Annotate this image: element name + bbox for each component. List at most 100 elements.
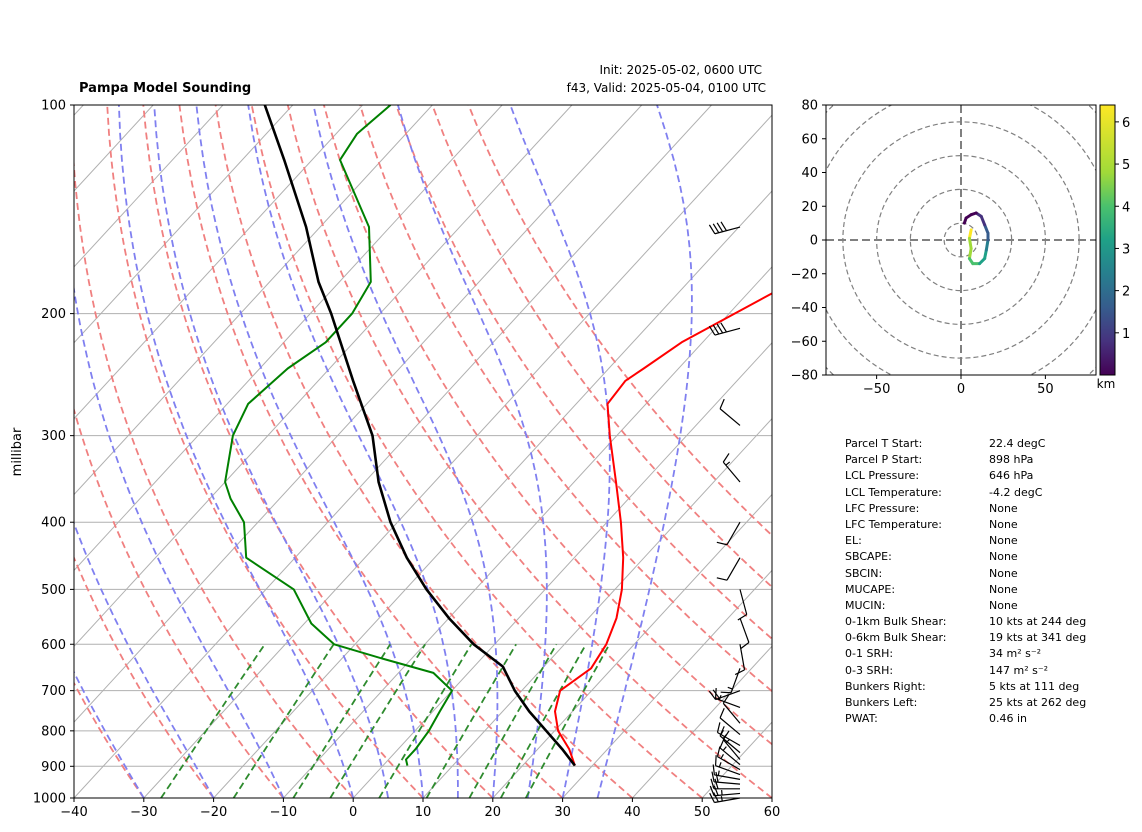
hodograph-y-tick-label: 40: [801, 166, 818, 181]
barb-feather: [713, 785, 719, 796]
parameter-table: Parcel T Start: 22.4 degC Parcel P Start: 8…: [845, 437, 1125, 728]
isotherm-line: [632, 645, 772, 798]
isotherm-line: [74, 105, 363, 420]
parameter-row: 0-1 SRH: 34 m² s⁻²: [845, 647, 1125, 663]
parameter-row: EL: None: [845, 534, 1125, 550]
isotherm-line: [562, 569, 772, 798]
temperature-trace: [554, 292, 772, 766]
barb-feather: [740, 642, 750, 650]
parameter-value: 34 m² s⁻²: [989, 647, 1042, 661]
moist-adiabat: [397, 105, 548, 798]
skewt-traces: [224, 105, 772, 767]
barb-feather: [720, 322, 727, 333]
moist-adiabat: [118, 105, 355, 798]
moist-adiabat: [74, 284, 285, 798]
y-tick-label: 500: [41, 583, 66, 598]
parameter-row: Bunkers Left: 25 kts at 262 deg: [845, 696, 1125, 712]
y-tick-label: 600: [41, 638, 66, 653]
barb-feather: [708, 224, 716, 235]
wind-barb: [710, 778, 740, 790]
x-tick-label: 60: [764, 805, 781, 820]
wind-barb: [716, 521, 741, 546]
x-tick-label: 40: [624, 805, 641, 820]
x-tick-label: 50: [694, 805, 711, 820]
wind-barb: [709, 785, 741, 797]
hodograph-y-tick-label: −60: [791, 335, 818, 350]
wind-barb: [716, 746, 741, 771]
parameter-row: MUCIN: None: [845, 599, 1125, 615]
barb-shaft: [726, 521, 741, 546]
mixing-ratio-line: [425, 643, 517, 798]
wind-barb: [739, 617, 750, 650]
parameter-label: Parcel P Start:: [845, 453, 923, 467]
wind-barb: [737, 589, 748, 621]
barb-feather: [708, 690, 717, 700]
dry-adiabat: [142, 105, 494, 798]
parcel-profile-trace: [263, 105, 576, 767]
barb-half-feather: [717, 770, 720, 776]
moist-adiabat: [247, 105, 459, 798]
barb-feather: [716, 577, 728, 581]
parameter-row: Parcel T Start: 22.4 degC: [845, 437, 1125, 453]
x-tick-label: −20: [200, 805, 227, 820]
height-colorbar: [1099, 104, 1116, 376]
y-tick-label: 900: [41, 760, 66, 775]
moist-adiabat: [509, 105, 611, 798]
hodograph-ticks: −50 0 50 80 60 40 20 0 −20 −40 −60 −80: [791, 99, 1054, 398]
wind-barb: [712, 764, 741, 780]
wind-barb: [708, 221, 741, 235]
parameter-row: MUCAPE: None: [845, 583, 1125, 599]
parameter-label: 0-6km Bulk Shear:: [845, 631, 947, 645]
colorbar-label: km: [1097, 377, 1116, 391]
dry-adiabat: [286, 105, 772, 798]
parameter-row: SBCIN: None: [845, 567, 1125, 583]
parameter-row: LCL Temperature: -4.2 degC: [845, 486, 1125, 502]
colorbar-tick-label: 3: [1122, 242, 1130, 257]
isotherm-line: [74, 105, 573, 647]
parameter-value: 0.46 in: [989, 712, 1028, 726]
parameter-value: 25 kts at 262 deg: [989, 696, 1087, 709]
barb-half-feather: [720, 729, 724, 735]
parameter-row: LCL Pressure: 646 hPa: [845, 469, 1125, 485]
x-tick-label: 0: [349, 805, 357, 820]
y-tick-label: 400: [41, 516, 66, 531]
hodograph-y-tick-label: −20: [791, 267, 818, 282]
parameter-row: PWAT: 0.46 in: [845, 712, 1125, 728]
mixing-ratio-line: [329, 643, 426, 798]
parameter-value: None: [989, 534, 1018, 548]
parameter-label: LFC Temperature:: [845, 517, 943, 531]
barb-feather: [708, 325, 716, 336]
hodograph-trace: [962, 211, 990, 266]
barb-feather: [710, 778, 715, 790]
colorbar-tick-label: 5: [1122, 158, 1130, 173]
x-axis-ticks: −40 −30 −20 −10 0 10 20 30 40 50 60: [60, 798, 780, 820]
mixing-ratio-line: [160, 643, 266, 798]
hodograph-segment: [979, 214, 987, 227]
barb-shaft: [726, 557, 741, 581]
barb-shaft: [715, 697, 741, 708]
y-tick-label: 100: [41, 99, 66, 114]
colorbar-tick-label: 6: [1122, 116, 1130, 131]
parameter-row: SBCAPE: None: [845, 550, 1125, 566]
barb-shaft: [717, 756, 741, 771]
parameter-value: None: [989, 582, 1018, 596]
hodograph-y-tick-label: 60: [801, 132, 818, 147]
wind-barb: [719, 398, 741, 426]
parameter-value: 646 hPa: [989, 469, 1034, 483]
wind-barb: [716, 557, 741, 581]
moist-adiabat: [74, 520, 215, 798]
parameter-label: 0-1 SRH:: [845, 647, 894, 661]
isotherm-line: [143, 114, 772, 798]
skewt-frame: [73, 104, 773, 799]
barb-feather: [716, 746, 721, 757]
parameter-label: 0-3 SRH:: [845, 663, 894, 677]
x-tick-label: 10: [415, 805, 432, 820]
wind-barb: [720, 668, 741, 694]
barb-feather: [709, 785, 715, 796]
colorbar-tick-label: 1: [1122, 327, 1130, 342]
hodograph-segment: [984, 238, 990, 252]
wind-barb: [711, 771, 741, 785]
barb-shaft: [714, 792, 741, 797]
wind-barb: [722, 694, 741, 724]
